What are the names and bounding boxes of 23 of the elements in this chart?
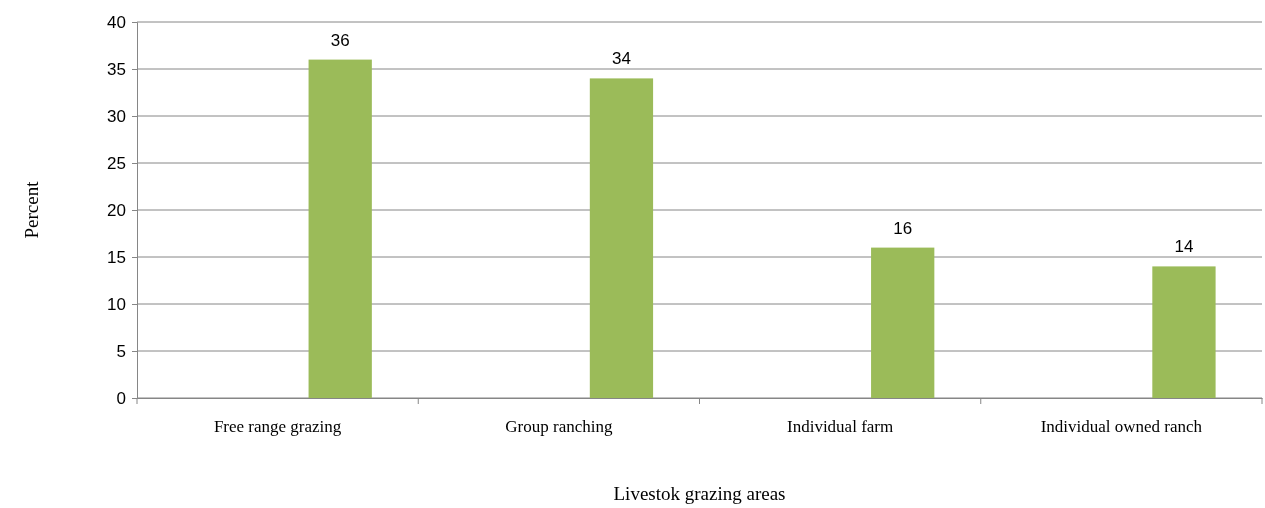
data-label: 16 bbox=[893, 218, 913, 238]
data-label: 34 bbox=[611, 49, 631, 69]
bar bbox=[589, 78, 654, 398]
y-tick-label: 25 bbox=[107, 153, 126, 173]
bar bbox=[1152, 266, 1216, 398]
bar bbox=[308, 59, 372, 398]
x-tick-label: Group ranching bbox=[505, 417, 613, 437]
y-axis-title: Percent bbox=[21, 180, 42, 239]
x-axis-title: Livestok grazing areas bbox=[613, 483, 786, 504]
y-tick-label: 20 bbox=[107, 200, 126, 220]
x-tick-label: Free range grazing bbox=[213, 417, 342, 437]
data-label: 14 bbox=[1174, 237, 1194, 257]
y-tick-label: 35 bbox=[107, 59, 126, 79]
x-tick-label: Individual farm bbox=[787, 417, 894, 437]
data-label: 36 bbox=[330, 30, 350, 50]
y-tick-label: 15 bbox=[107, 247, 126, 267]
y-tick-label: 0 bbox=[116, 388, 126, 408]
y-tick-label: 30 bbox=[107, 106, 126, 126]
y-tick-label: 10 bbox=[107, 294, 126, 314]
y-tick-label: 40 bbox=[107, 12, 126, 32]
y-tick-label: 5 bbox=[116, 341, 126, 361]
bar bbox=[871, 247, 935, 398]
x-tick-label: Individual owned ranch bbox=[1040, 417, 1203, 437]
